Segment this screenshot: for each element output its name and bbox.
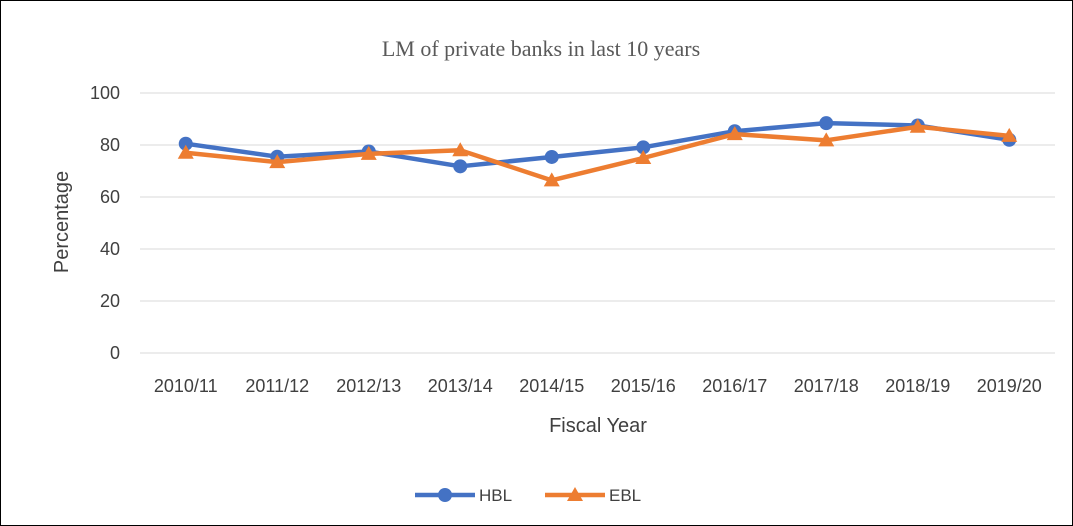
data-point-triangle xyxy=(177,144,194,159)
y-tick-label: 40 xyxy=(100,239,120,259)
y-tick-label: 80 xyxy=(100,135,120,155)
data-point-triangle xyxy=(269,154,286,169)
y-tick-label: 0 xyxy=(110,343,120,363)
x-tick-label: 2017/18 xyxy=(794,376,859,396)
data-point-triangle xyxy=(360,145,377,160)
data-point-triangle xyxy=(635,150,652,164)
x-tick-label: 2012/13 xyxy=(336,376,401,396)
x-tick-label: 2018/19 xyxy=(885,376,950,396)
series-line xyxy=(185,124,1010,183)
legend-label: EBL xyxy=(609,486,641,505)
data-point-circle xyxy=(544,149,559,164)
legend-marker xyxy=(567,487,583,501)
data-point-circle xyxy=(636,140,651,155)
y-axis-ticks: 0 20 40 60 80 100 xyxy=(90,83,120,363)
x-tick-label: 2015/16 xyxy=(611,376,676,396)
legend-marker xyxy=(438,488,452,502)
x-axis-ticks: 2010/11 2011/12 2012/13 2013/14 2014/15 2015/… xyxy=(154,376,1042,396)
data-point-triangle xyxy=(818,132,835,147)
data-point-circle xyxy=(178,136,193,151)
data-point-circle xyxy=(453,159,468,174)
legend: HBL EBL xyxy=(415,486,641,505)
x-tick-label: 2010/11 xyxy=(154,376,218,396)
data-point-circle xyxy=(819,116,834,131)
series-line xyxy=(185,120,1010,169)
x-axis-label: Fiscal Year xyxy=(549,415,647,437)
x-tick-label: 2013/14 xyxy=(428,376,493,396)
data-point-triangle xyxy=(1001,127,1018,142)
data-point-triangle xyxy=(543,172,560,187)
x-tick-label: 2014/15 xyxy=(519,376,584,396)
gridlines xyxy=(140,92,1055,354)
series-lines xyxy=(177,116,1018,187)
legend-item-hbl: HBL xyxy=(415,486,512,505)
legend-label: HBL xyxy=(479,486,512,505)
data-point-triangle xyxy=(452,142,469,157)
x-tick-label: 2016/17 xyxy=(702,376,767,396)
legend-item-ebl: EBL xyxy=(545,486,641,505)
chart-title: LM of private banks in last 10 years xyxy=(382,36,700,61)
x-tick-label: 2019/20 xyxy=(977,376,1042,396)
y-axis-label: Percentage xyxy=(51,171,73,273)
y-tick-label: 20 xyxy=(100,291,120,311)
y-tick-label: 60 xyxy=(100,187,120,207)
data-point-triangle xyxy=(726,126,743,141)
x-tick-label: 2011/12 xyxy=(245,376,309,396)
data-point-triangle xyxy=(909,118,926,133)
y-tick-label: 100 xyxy=(90,83,120,103)
series-ebl xyxy=(177,118,1018,187)
